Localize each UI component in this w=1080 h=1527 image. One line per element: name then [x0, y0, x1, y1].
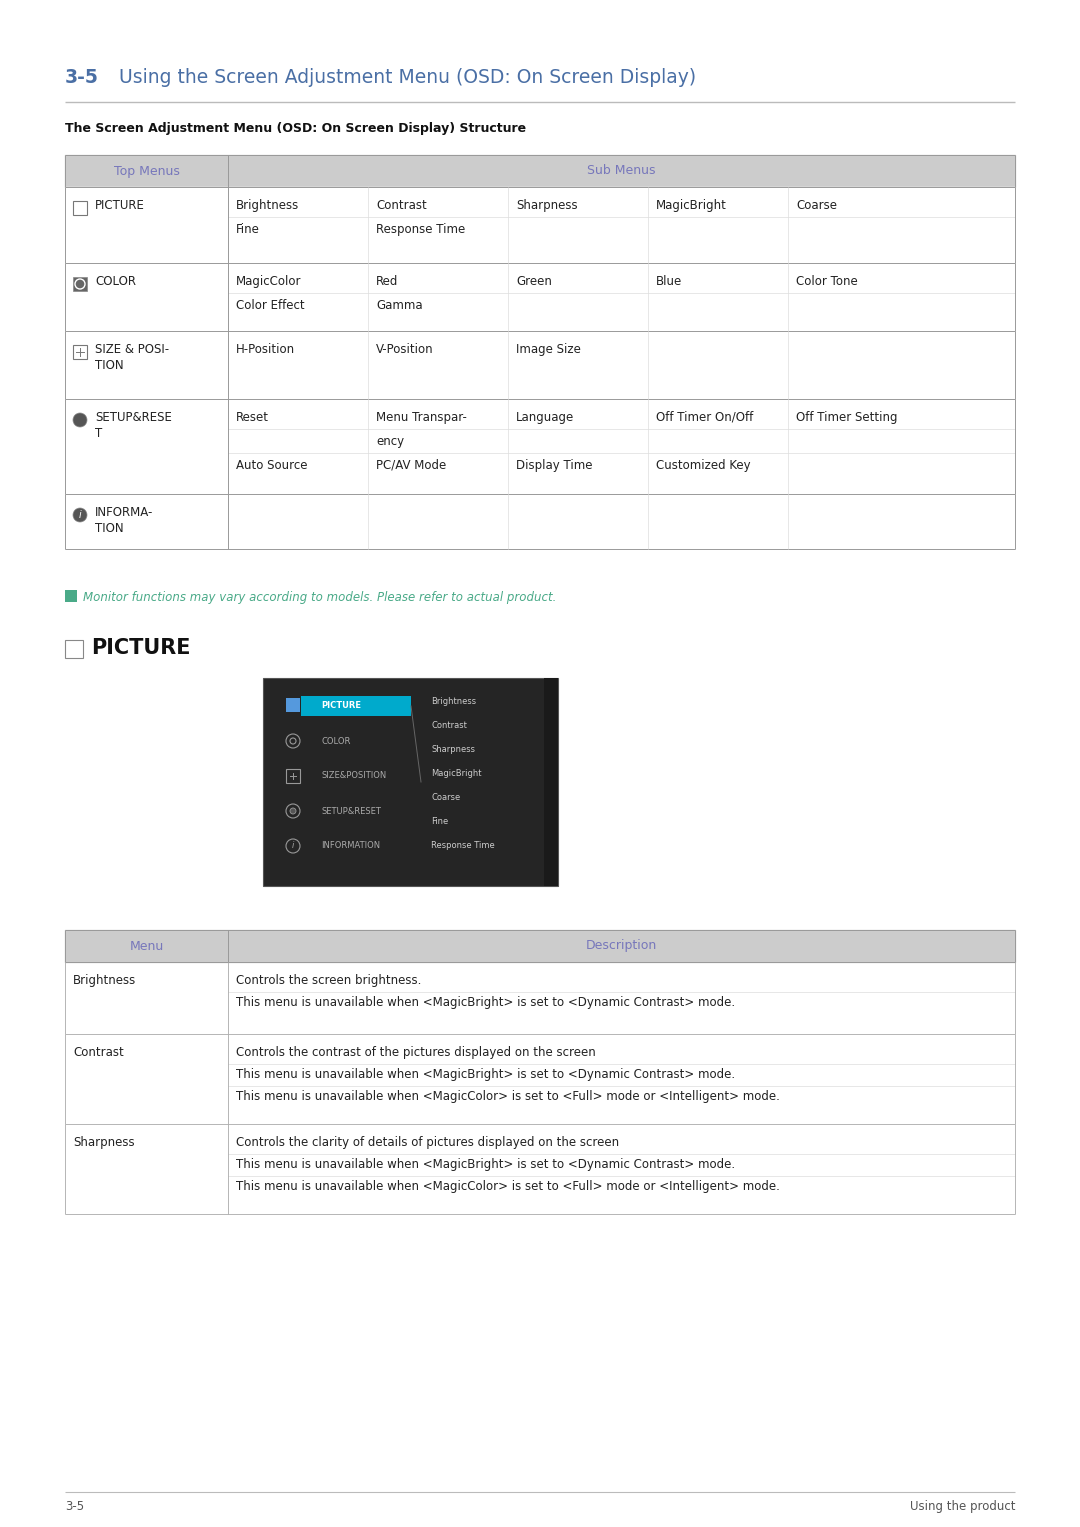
- Text: ency: ency: [376, 435, 404, 447]
- Text: PICTURE: PICTURE: [91, 638, 190, 658]
- Bar: [286, 698, 300, 712]
- Text: SETUP&RESET: SETUP&RESET: [321, 806, 381, 815]
- Text: SIZE & POSI-: SIZE & POSI-: [95, 344, 170, 356]
- Text: The Screen Adjustment Menu (OSD: On Screen Display) Structure: The Screen Adjustment Menu (OSD: On Scre…: [65, 122, 526, 134]
- Text: Using the product: Using the product: [909, 1500, 1015, 1513]
- Text: PICTURE: PICTURE: [321, 701, 361, 710]
- Text: Customized Key: Customized Key: [656, 460, 751, 472]
- Text: Response Time: Response Time: [431, 841, 495, 851]
- Circle shape: [73, 412, 87, 428]
- Text: Controls the clarity of details of pictures displayed on the screen: Controls the clarity of details of pictu…: [237, 1136, 619, 1148]
- Text: Gamma: Gamma: [376, 299, 422, 312]
- Text: Contrast: Contrast: [73, 1046, 124, 1060]
- Text: Controls the screen brightness.: Controls the screen brightness.: [237, 974, 421, 986]
- Text: Sub Menus: Sub Menus: [588, 165, 656, 177]
- Bar: [544, 678, 558, 886]
- Bar: [73, 345, 87, 359]
- Text: Contrast: Contrast: [431, 721, 467, 730]
- Text: V-Position: V-Position: [376, 344, 434, 356]
- Text: Description: Description: [585, 939, 657, 953]
- Text: Auto Source: Auto Source: [237, 460, 308, 472]
- Text: Blue: Blue: [656, 275, 683, 289]
- Text: This menu is unavailable when <MagicColor> is set to <Full> mode or <Intelligent: This menu is unavailable when <MagicColo…: [237, 1180, 780, 1193]
- Text: Contrast: Contrast: [376, 199, 427, 212]
- Text: Coarse: Coarse: [796, 199, 837, 212]
- Bar: [286, 770, 300, 783]
- Text: TION: TION: [95, 522, 123, 534]
- Text: COLOR: COLOR: [321, 736, 350, 745]
- Bar: [73, 276, 87, 292]
- Text: Menu Transpar-: Menu Transpar-: [376, 411, 467, 425]
- Text: COLOR: COLOR: [95, 275, 136, 289]
- Text: Off Timer Setting: Off Timer Setting: [796, 411, 897, 425]
- Text: Brightness: Brightness: [431, 698, 476, 707]
- Text: INFORMA-: INFORMA-: [95, 505, 153, 519]
- Text: Reset: Reset: [237, 411, 269, 425]
- Text: Green: Green: [516, 275, 552, 289]
- Text: 3-5: 3-5: [65, 1500, 84, 1513]
- Text: Red: Red: [376, 275, 399, 289]
- Text: Monitor functions may vary according to models. Please refer to actual product.: Monitor functions may vary according to …: [83, 591, 556, 605]
- Text: PICTURE: PICTURE: [95, 199, 145, 212]
- Text: This menu is unavailable when <MagicBright> is set to <Dynamic Contrast> mode.: This menu is unavailable when <MagicBrig…: [237, 1157, 735, 1171]
- Text: MagicBright: MagicBright: [656, 199, 727, 212]
- Text: Color Effect: Color Effect: [237, 299, 305, 312]
- Text: SIZE&POSITION: SIZE&POSITION: [321, 771, 387, 780]
- Text: 3-5: 3-5: [65, 69, 99, 87]
- Bar: [73, 202, 87, 215]
- Text: MagicColor: MagicColor: [237, 275, 301, 289]
- Text: Color Tone: Color Tone: [796, 275, 858, 289]
- Text: Coarse: Coarse: [431, 794, 460, 803]
- Text: Sharpness: Sharpness: [516, 199, 578, 212]
- Text: Language: Language: [516, 411, 575, 425]
- Bar: [65, 589, 77, 602]
- Text: Brightness: Brightness: [73, 974, 136, 986]
- Circle shape: [291, 808, 296, 814]
- Text: i: i: [79, 510, 81, 521]
- Text: Fine: Fine: [431, 817, 448, 826]
- Text: Response Time: Response Time: [376, 223, 465, 237]
- Bar: [301, 696, 411, 716]
- Text: i: i: [292, 841, 294, 851]
- Text: Controls the contrast of the pictures displayed on the screen: Controls the contrast of the pictures di…: [237, 1046, 596, 1060]
- Text: Sharpness: Sharpness: [431, 745, 475, 754]
- Text: This menu is unavailable when <MagicColor> is set to <Full> mode or <Intelligent: This menu is unavailable when <MagicColo…: [237, 1090, 780, 1102]
- Text: Sharpness: Sharpness: [73, 1136, 135, 1148]
- Text: Fine: Fine: [237, 223, 260, 237]
- Text: Image Size: Image Size: [516, 344, 581, 356]
- Text: PC/AV Mode: PC/AV Mode: [376, 460, 446, 472]
- Text: TION: TION: [95, 359, 123, 373]
- Text: MagicBright: MagicBright: [431, 770, 482, 779]
- Text: This menu is unavailable when <MagicBright> is set to <Dynamic Contrast> mode.: This menu is unavailable when <MagicBrig…: [237, 996, 735, 1009]
- Text: SETUP&RESE: SETUP&RESE: [95, 411, 172, 425]
- Text: H-Position: H-Position: [237, 344, 295, 356]
- Text: Brightness: Brightness: [237, 199, 299, 212]
- Text: Top Menus: Top Menus: [113, 165, 179, 177]
- Text: Menu: Menu: [130, 939, 164, 953]
- Bar: [65, 640, 83, 658]
- Text: T: T: [95, 428, 103, 440]
- Text: INFORMATION: INFORMATION: [321, 841, 380, 851]
- Text: Off Timer On/Off: Off Timer On/Off: [656, 411, 753, 425]
- Text: Using the Screen Adjustment Menu (OSD: On Screen Display): Using the Screen Adjustment Menu (OSD: O…: [95, 69, 697, 87]
- Text: Display Time: Display Time: [516, 460, 593, 472]
- Circle shape: [73, 508, 87, 522]
- Text: This menu is unavailable when <MagicBright> is set to <Dynamic Contrast> mode.: This menu is unavailable when <MagicBrig…: [237, 1067, 735, 1081]
- Bar: [264, 678, 558, 886]
